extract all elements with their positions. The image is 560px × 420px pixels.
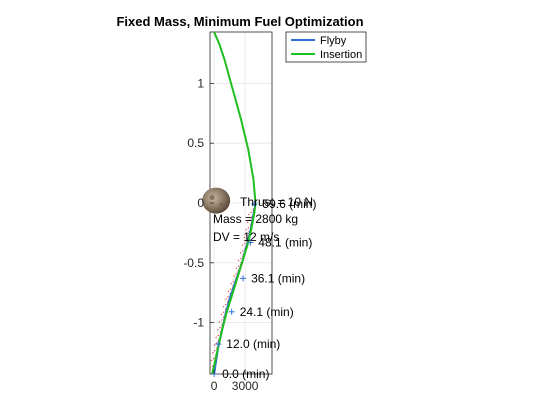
x-tick-label: 3000 <box>232 379 259 393</box>
time-label: 59.6 (min) <box>262 197 316 211</box>
y-tick-label: -0.5 <box>183 256 204 270</box>
asteroid-image <box>202 187 231 214</box>
time-label: 0.0 (min) <box>222 367 269 381</box>
legend-box <box>285 31 367 63</box>
annotation-thrust: Thrust = 10 N <box>240 195 313 209</box>
y-tick-label: 0.5 <box>187 136 204 150</box>
asteroid-body <box>202 187 231 214</box>
legend-label-flyby: Flyby <box>320 35 347 47</box>
y-tick-label: 0 <box>197 196 204 210</box>
plot-marks <box>210 32 257 374</box>
time-label: 36.1 (min) <box>251 271 305 285</box>
series-line-insertion <box>211 32 257 374</box>
time-label: 48.1 (min) <box>258 235 312 249</box>
y-tick-label: -1 <box>193 316 204 330</box>
asteroid-crater <box>219 202 224 207</box>
time-label: 12.0 (min) <box>226 337 280 351</box>
legend-label-insertion: Insertion <box>320 49 362 61</box>
annotation-dv: DV = 12 m/s <box>213 230 279 244</box>
chart-title: Fixed Mass, Minimum Fuel Optimization <box>116 14 363 29</box>
legend: Flyby Insertion <box>285 31 367 63</box>
annotations: Thrust = 10 N Mass = 2800 kg DV = 12 m/s <box>213 195 313 244</box>
y-tick-label: 1 <box>197 76 204 90</box>
asteroid-crater <box>209 195 215 201</box>
overlay-marks: 0.0 (min) 12.0 (min) 24.1 (min) 36.1 (min) 4… <box>202 187 316 381</box>
axes: 1 0.5 0 -0.5 -1 0 3000 <box>183 76 258 393</box>
annotation-mass: Mass = 2800 kg <box>213 212 298 226</box>
x-tick-label: 0 <box>211 379 218 393</box>
time-label: 24.1 (min) <box>240 305 294 319</box>
